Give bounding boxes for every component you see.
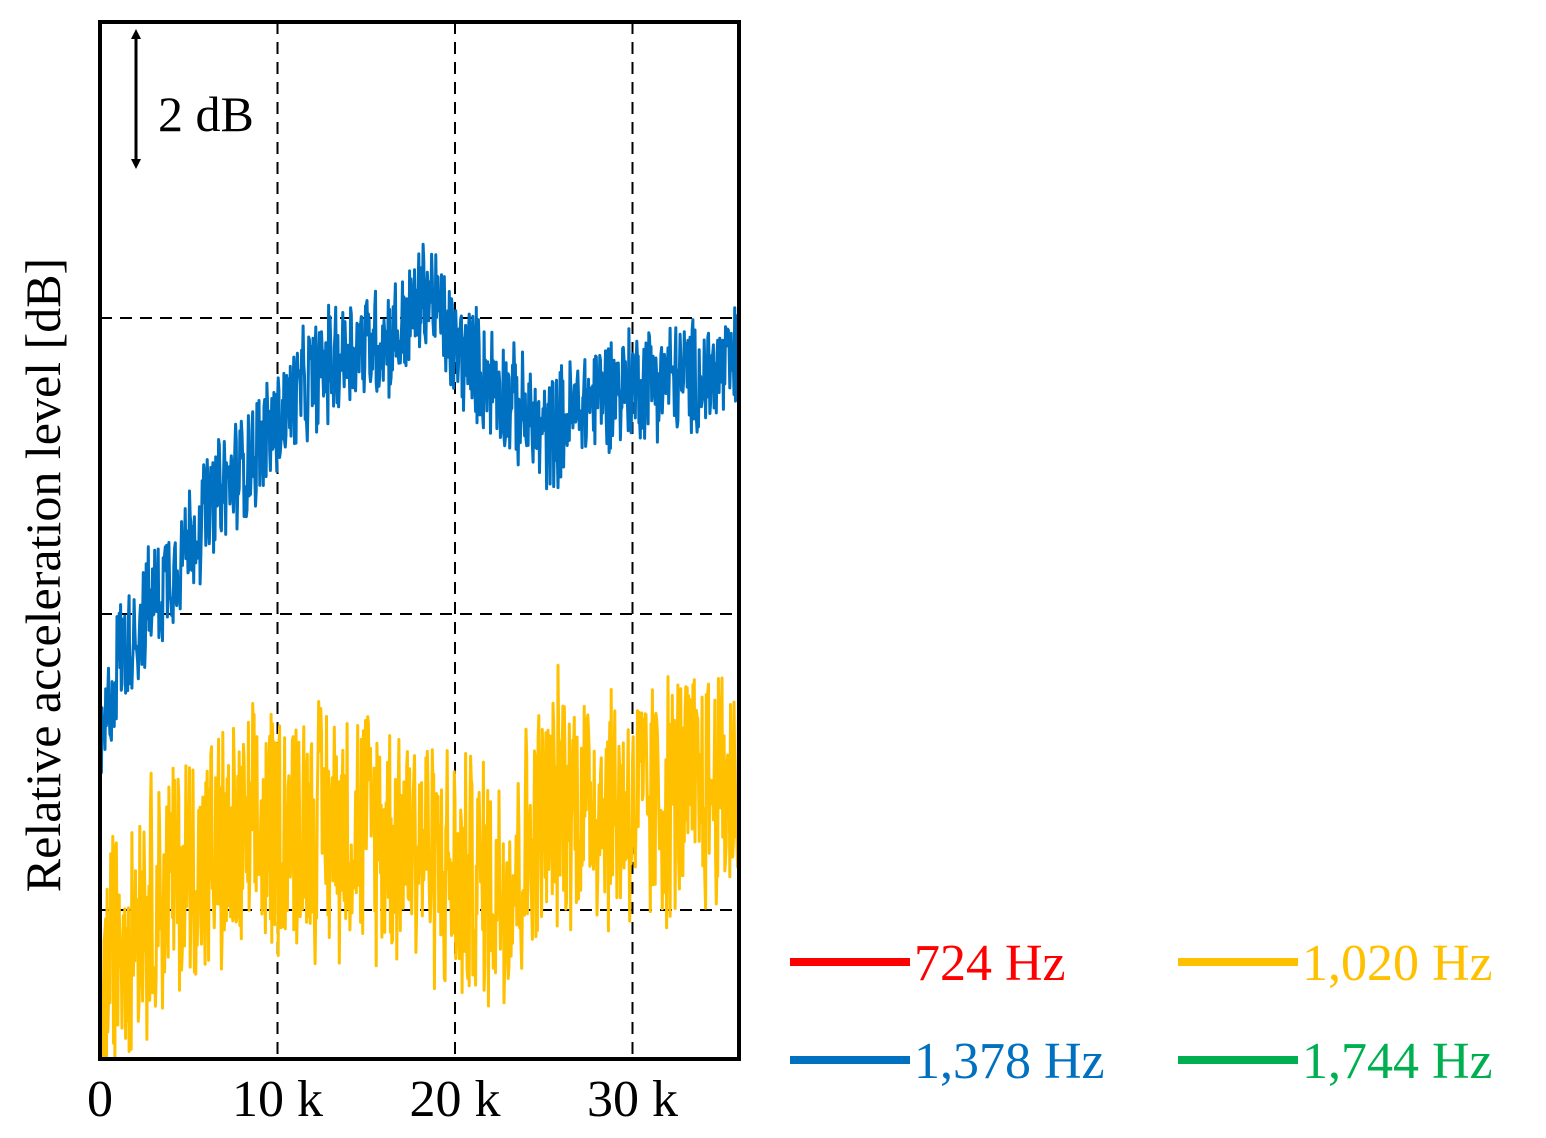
series-line [100,0,739,7]
series-line [100,242,739,775]
legend: 724 Hz 1,020 Hz 1,378 Hz 1,744 Hz [790,935,1493,1090]
x-tick-label: 30 k [587,1071,678,1128]
series-layer [100,0,739,1059]
series-line [100,663,739,1059]
legend-label: 1,744 Hz [1302,1033,1493,1090]
legend-label: 1,378 Hz [914,1033,1105,1090]
x-tick-label: 10 k [232,1071,323,1128]
x-tick-label: 20 k [410,1071,501,1128]
x-tick-label: 0 [87,1071,113,1128]
legend-label: 724 Hz [914,935,1066,992]
scale-annotation: 2 dB [158,86,254,142]
legend-label: 1,020 Hz [1302,935,1493,992]
plot-frame [98,20,741,1061]
x-axis: 0 10 k 20 k 30 k [87,1071,678,1128]
y-axis-label: Relative acceleration level [dB] [15,258,71,892]
